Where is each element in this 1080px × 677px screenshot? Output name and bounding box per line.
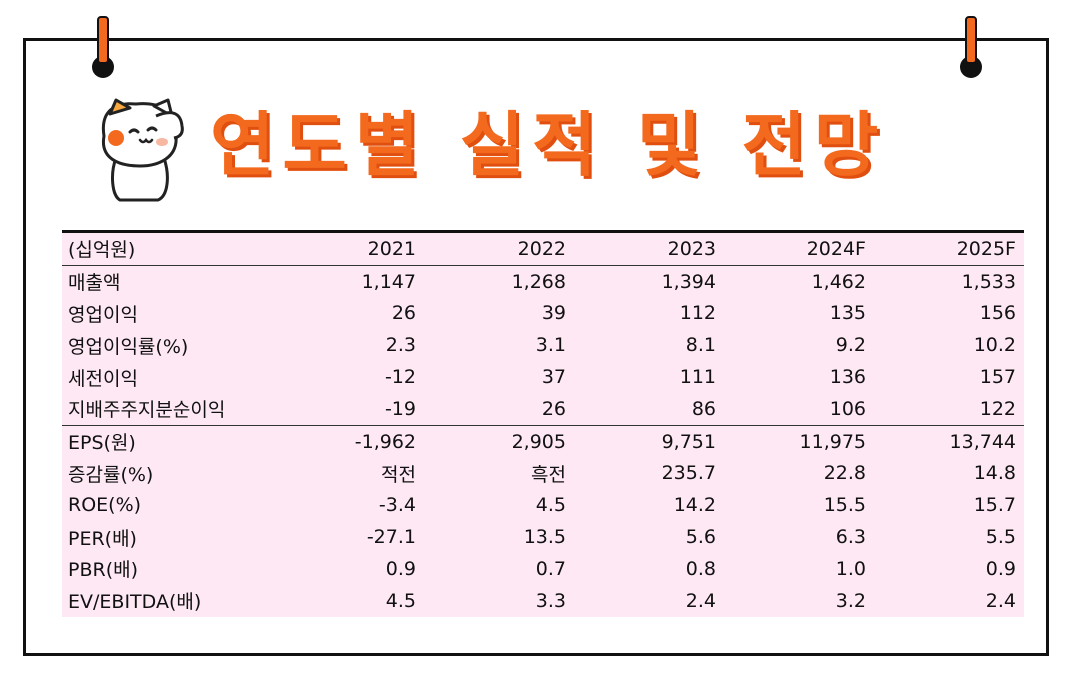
table-cell: 22.8 — [823, 462, 866, 485]
table-cell: 157 — [979, 366, 1016, 389]
table-cell: 86 — [691, 397, 716, 420]
table-row: 증감률(%) 적전 흑전 235.7 22.8 14.8 — [62, 458, 1024, 490]
table-cell: -12 — [384, 366, 416, 389]
table-cell: 156 — [979, 302, 1016, 325]
table-row: 매출액 1,147 1,268 1,394 1,462 1,533 — [62, 266, 1024, 298]
table-row: 영업이익 26 39 112 135 156 — [62, 298, 1024, 330]
row-label: 증감률(%) — [68, 463, 154, 486]
table-cell: 4.5 — [385, 589, 416, 612]
table-cell: 1.0 — [835, 557, 866, 580]
table-cell: 0.9 — [985, 557, 1016, 580]
table-cell: 122 — [979, 397, 1016, 420]
table-cell: 5.5 — [985, 526, 1016, 549]
table-cell: 6.3 — [835, 526, 866, 549]
table-row: PER(배) -27.1 13.5 5.6 6.3 5.5 — [62, 521, 1024, 553]
table-cell: 15.5 — [823, 494, 866, 517]
table-cell: 2.4 — [985, 589, 1016, 612]
table-cell: 2.3 — [385, 334, 416, 357]
year-header: 2024F — [806, 237, 866, 260]
row-label: 지배주주지분순이익 — [68, 399, 226, 422]
table-cell: 26 — [541, 397, 566, 420]
table-row: 세전이익 -12 37 111 136 157 — [62, 361, 1024, 393]
row-label: PBR(배) — [68, 559, 138, 582]
pin-right — [965, 16, 977, 64]
year-header: 2023 — [667, 237, 716, 260]
table-cell: 1,394 — [661, 270, 716, 293]
table-cell: 흑전 — [531, 463, 566, 486]
table-row: EPS(원) -1,962 2,905 9,751 11,975 13,744 — [62, 424, 1024, 458]
table-cell: -19 — [384, 397, 416, 420]
table-cell: 1,462 — [811, 270, 866, 293]
table-cell: 1,268 — [511, 270, 566, 293]
table-cell: 3.2 — [835, 589, 866, 612]
table-cell: 14.8 — [973, 462, 1016, 485]
table-row: PBR(배) 0.9 0.7 0.8 1.0 0.9 — [62, 553, 1024, 585]
row-label: ROE(%) — [68, 494, 142, 517]
table-cell: -3.4 — [378, 494, 416, 517]
table-cell: 4.5 — [535, 494, 566, 517]
page-title: 연도별 실적 및 전망 — [210, 104, 887, 186]
table-row: EV/EBITDA(배) 4.5 3.3 2.4 3.2 2.4 — [62, 585, 1024, 617]
year-header: 2025F — [956, 237, 1016, 260]
table-cell: 2.4 — [685, 589, 716, 612]
valuation-group: EPS(원) -1,962 2,905 9,751 11,975 13,744 증감률(%)… — [62, 424, 1024, 617]
table-cell: 5.6 — [685, 526, 716, 549]
table-cell: 136 — [829, 366, 866, 389]
row-label: PER(배) — [68, 527, 137, 550]
table-cell: 1,533 — [961, 270, 1016, 293]
table-cell: 0.9 — [385, 557, 416, 580]
table-cell: -27.1 — [366, 526, 416, 549]
table-cell: 3.1 — [535, 334, 566, 357]
table-cell: 0.8 — [685, 557, 716, 580]
table-cell: 112 — [679, 302, 716, 325]
row-label: EPS(원) — [68, 432, 136, 455]
table-cell: 9,751 — [661, 430, 716, 453]
table-cell: 13.5 — [523, 526, 566, 549]
table-cell: 15.7 — [973, 494, 1016, 517]
pin-left — [97, 16, 109, 64]
table-cell: 135 — [829, 302, 866, 325]
table-cell: 235.7 — [661, 462, 716, 485]
table-cell: 9.2 — [835, 334, 866, 357]
table-cell: 10.2 — [973, 334, 1016, 357]
table-cell: -1,962 — [354, 430, 416, 453]
table-cell: 2,905 — [511, 430, 566, 453]
financial-table: (십억원) 2021 2022 2023 2024F 2025F 매출액 1,14… — [62, 230, 1024, 617]
table-cell: 26 — [391, 302, 416, 325]
table-cell: 적전 — [381, 463, 416, 486]
year-header: 2021 — [367, 237, 416, 260]
row-label: 매출액 — [68, 272, 121, 295]
year-header: 2022 — [517, 237, 566, 260]
table-cell: 37 — [541, 366, 566, 389]
row-label: 세전이익 — [68, 367, 138, 390]
table-row: 지배주주지분순이익 -19 26 86 106 122 — [62, 393, 1024, 425]
table-cell: 106 — [829, 397, 866, 420]
table-header-row: (십억원) 2021 2022 2023 2024F 2025F — [62, 233, 1024, 266]
table-row: 영업이익률(%) 2.3 3.1 8.1 9.2 10.2 — [62, 329, 1024, 361]
table-cell: 8.1 — [685, 334, 716, 357]
row-label: EV/EBITDA(배) — [68, 591, 202, 614]
table-cell: 11,975 — [799, 430, 866, 453]
table-cell: 39 — [541, 302, 566, 325]
table-cell: 0.7 — [535, 557, 566, 580]
table-cell: 13,744 — [949, 430, 1016, 453]
unit-label: (십억원) — [68, 239, 136, 262]
table-cell: 14.2 — [673, 494, 716, 517]
cat-mascot-icon — [101, 98, 184, 202]
row-label: 영업이익률(%) — [68, 335, 189, 358]
table-cell: 3.3 — [535, 589, 566, 612]
row-label: 영업이익 — [68, 303, 138, 326]
table-cell: 111 — [679, 366, 716, 389]
table-cell: 1,147 — [361, 270, 416, 293]
income-group: 매출액 1,147 1,268 1,394 1,462 1,533 영업이익 26 39 112 1… — [62, 266, 1024, 425]
table-row: ROE(%) -3.4 4.5 14.2 15.5 15.7 — [62, 489, 1024, 521]
